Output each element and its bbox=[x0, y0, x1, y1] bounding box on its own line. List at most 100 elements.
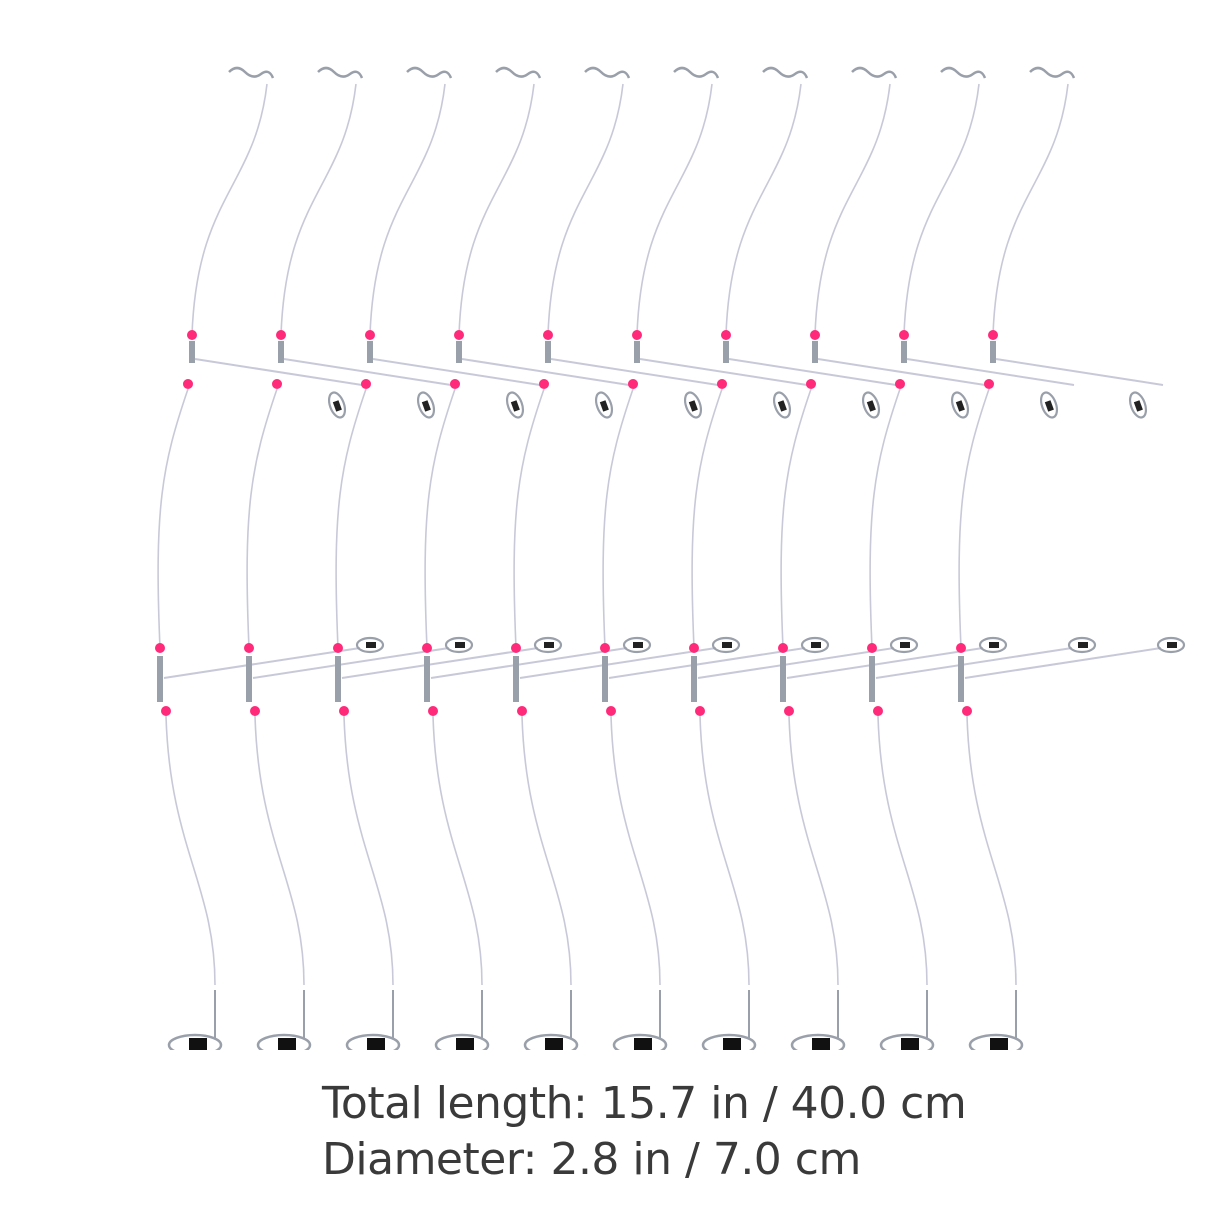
upper-arm bbox=[461, 358, 630, 386]
main-line bbox=[610, 715, 661, 986]
crimp-sleeve bbox=[634, 341, 640, 363]
snap-swivel bbox=[800, 636, 830, 654]
rig bbox=[778, 66, 1008, 1050]
lower-arm bbox=[608, 647, 806, 679]
bead bbox=[784, 706, 794, 716]
crimp-sleeve bbox=[869, 656, 875, 702]
bead bbox=[984, 379, 994, 389]
bead bbox=[250, 706, 260, 716]
main-line bbox=[335, 388, 367, 649]
lower-arm bbox=[430, 647, 628, 679]
lower-arm bbox=[163, 647, 361, 679]
crimp-sleeve bbox=[335, 656, 341, 702]
upper-arm bbox=[550, 358, 719, 386]
snap-swivel bbox=[416, 391, 436, 419]
snap-swivel bbox=[861, 391, 881, 419]
bead bbox=[454, 330, 464, 340]
top-swivel bbox=[851, 66, 898, 79]
crimp-sleeve bbox=[990, 341, 996, 363]
main-line bbox=[636, 83, 713, 336]
crimp-sleeve bbox=[456, 341, 462, 363]
main-line bbox=[458, 83, 535, 336]
main-line bbox=[958, 388, 990, 649]
crimp-sleeve bbox=[691, 656, 697, 702]
bead bbox=[361, 379, 371, 389]
snap-swivel bbox=[327, 391, 347, 419]
crimp-sleeve bbox=[367, 341, 373, 363]
crimp-sleeve bbox=[812, 341, 818, 363]
crimp-sleeve bbox=[723, 341, 729, 363]
main-line bbox=[602, 388, 634, 649]
snap-swivel bbox=[444, 636, 474, 654]
snap-swivel bbox=[1128, 391, 1148, 419]
fishing-rig-image bbox=[155, 66, 1186, 1050]
bead bbox=[333, 643, 343, 653]
top-swivel bbox=[317, 66, 364, 79]
main-line bbox=[369, 83, 446, 336]
main-line bbox=[343, 715, 394, 986]
snap-swivel bbox=[1039, 391, 1059, 419]
snap-swivel bbox=[355, 636, 385, 654]
upper-arm bbox=[995, 358, 1164, 386]
main-line bbox=[547, 83, 624, 336]
main-line bbox=[966, 715, 1017, 986]
bead bbox=[810, 330, 820, 340]
bead bbox=[365, 330, 375, 340]
bead bbox=[511, 643, 521, 653]
bead bbox=[450, 379, 460, 389]
bottom-snap bbox=[790, 990, 846, 1050]
main-line bbox=[254, 715, 305, 986]
main-line bbox=[788, 715, 839, 986]
lower-arm bbox=[519, 647, 717, 679]
bottom-snap bbox=[879, 990, 935, 1050]
main-line bbox=[157, 388, 189, 649]
main-line bbox=[521, 715, 572, 986]
upper-arm bbox=[372, 358, 541, 386]
total-length-caption: Total length: 15.7 in / 40.0 cm bbox=[322, 1078, 967, 1129]
crimp-sleeve bbox=[602, 656, 608, 702]
bottom-snap bbox=[612, 990, 668, 1050]
top-swivel bbox=[228, 66, 275, 79]
crimp-sleeve bbox=[513, 656, 519, 702]
main-line bbox=[814, 83, 891, 336]
bead bbox=[161, 706, 171, 716]
rig bbox=[867, 66, 1097, 1050]
bead bbox=[276, 330, 286, 340]
main-line bbox=[691, 388, 723, 649]
upper-arm bbox=[817, 358, 986, 386]
crimp-sleeve bbox=[246, 656, 252, 702]
main-line bbox=[280, 83, 357, 336]
bottom-snap bbox=[434, 990, 490, 1050]
bead bbox=[806, 379, 816, 389]
crimp-sleeve bbox=[958, 656, 964, 702]
bottom-snap bbox=[256, 990, 312, 1050]
snap-swivel bbox=[1156, 636, 1186, 654]
main-line bbox=[780, 388, 812, 649]
rig bbox=[244, 66, 474, 1050]
rig bbox=[511, 66, 741, 1050]
main-line bbox=[513, 388, 545, 649]
bead bbox=[873, 706, 883, 716]
bead bbox=[244, 643, 254, 653]
crimp-sleeve bbox=[157, 656, 163, 702]
rig bbox=[956, 66, 1186, 1050]
main-line bbox=[699, 715, 750, 986]
lower-arm bbox=[252, 647, 450, 679]
top-swivel bbox=[406, 66, 453, 79]
bead bbox=[778, 643, 788, 653]
bead bbox=[428, 706, 438, 716]
rig bbox=[600, 66, 830, 1050]
bottom-snap bbox=[701, 990, 757, 1050]
snap-swivel bbox=[533, 636, 563, 654]
bead bbox=[962, 706, 972, 716]
snap-swivel bbox=[772, 391, 792, 419]
bead bbox=[956, 643, 966, 653]
rig bbox=[155, 66, 385, 1050]
snap-swivel bbox=[505, 391, 525, 419]
crimp-sleeve bbox=[189, 341, 195, 363]
main-line bbox=[992, 83, 1069, 336]
lower-arm bbox=[875, 647, 1073, 679]
upper-arm bbox=[639, 358, 808, 386]
bead bbox=[600, 643, 610, 653]
